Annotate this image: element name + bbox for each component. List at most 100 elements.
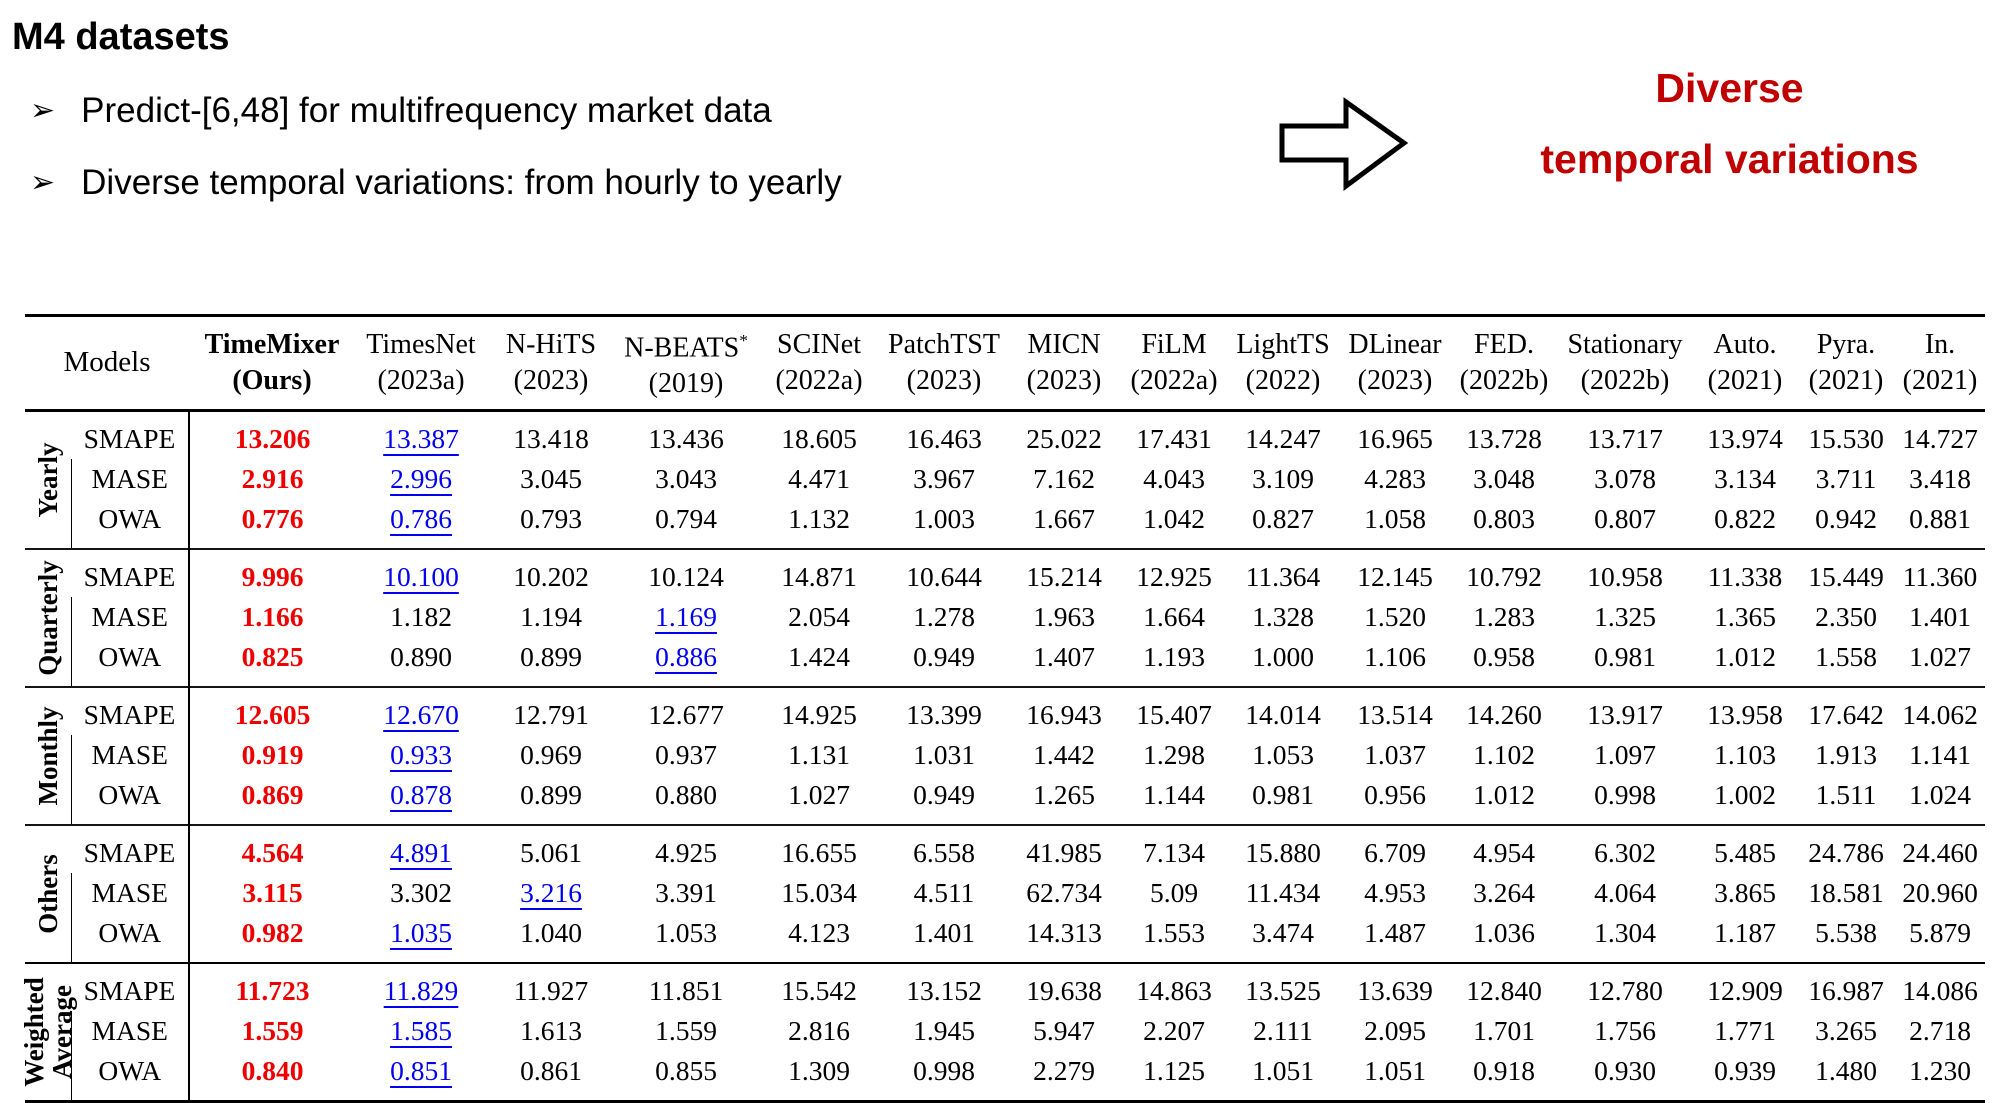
- value-cell: 1.097: [1594, 739, 1656, 771]
- model-column-header: MICN (2023): [1007, 315, 1121, 413]
- model-year: (2023): [513, 364, 589, 396]
- value-cell: 14.062: [1895, 686, 1985, 736]
- value-cell: 1.040: [520, 917, 582, 949]
- group-label: Weighted Average: [18, 977, 77, 1088]
- value-cell: 0.949: [913, 779, 975, 811]
- value-cell: 11.851: [615, 962, 757, 1012]
- model-column-header: Stationary (2022b): [1557, 315, 1693, 413]
- value-cell: 1.102: [1473, 739, 1535, 771]
- value-cell: 5.538: [1815, 917, 1877, 949]
- value-cell: 16.655: [757, 824, 881, 874]
- value-cell: 2.111: [1253, 1015, 1313, 1047]
- value-cell: 3.043: [655, 463, 717, 495]
- value-cell: 3.391: [655, 877, 717, 909]
- model-column-header: FED. (2022b): [1451, 315, 1557, 413]
- value-cell: 3.967: [913, 463, 975, 495]
- model-name: Pyra.: [1816, 328, 1876, 360]
- value-cell: 0.899: [520, 779, 582, 811]
- value-cell: 1.520: [1364, 601, 1426, 633]
- model-column-header: DLinear (2023): [1339, 315, 1451, 413]
- value-cell: 1.058: [1364, 503, 1426, 535]
- model-year: (2021): [1902, 364, 1978, 396]
- value-cell: 0.803: [1473, 503, 1535, 535]
- model-year: (2022): [1245, 364, 1321, 396]
- metric-label: OWA: [70, 775, 190, 826]
- value-cell: 1.169: [655, 601, 717, 633]
- model-column-header: PatchTST (2023): [881, 315, 1007, 413]
- value-cell: 12.909: [1693, 962, 1797, 1012]
- value-cell: 4.564: [189, 824, 355, 874]
- value-cell: 1.424: [788, 641, 850, 673]
- value-cell: 0.881: [1909, 503, 1971, 535]
- value-cell: 0.919: [241, 739, 304, 771]
- value-cell: 12.791: [487, 686, 615, 736]
- value-cell: 6.558: [881, 824, 1007, 874]
- value-cell: 1.407: [1033, 641, 1095, 673]
- group-label-cell: Monthly: [25, 686, 71, 826]
- value-cell: 4.925: [615, 824, 757, 874]
- value-cell: 4.511: [913, 877, 975, 909]
- model-year: (2023): [1357, 364, 1433, 396]
- value-cell: 1.945: [913, 1015, 975, 1047]
- bullet-text: Predict-[6,48] for multifrequency market…: [81, 91, 772, 130]
- model-name: Auto.: [1713, 328, 1777, 360]
- value-cell: 1.187: [1714, 917, 1776, 949]
- value-cell: 15.449: [1797, 548, 1895, 598]
- callout-text: Diverse temporal variations: [1457, 68, 2002, 180]
- value-cell: 12.605: [189, 686, 355, 736]
- value-cell: 2.054: [788, 601, 850, 633]
- value-cell: 3.302: [390, 877, 452, 909]
- value-cell: 2.279: [1033, 1055, 1095, 1087]
- model-name: MICN: [1027, 328, 1101, 360]
- value-cell: 11.723: [189, 962, 355, 1012]
- value-cell: 0.794: [655, 503, 717, 535]
- value-cell: 4.471: [788, 463, 850, 495]
- value-cell: 17.642: [1797, 686, 1895, 736]
- value-cell: 0.949: [913, 641, 975, 673]
- group-label-cell: Others: [25, 824, 71, 964]
- value-cell: 1.042: [1143, 503, 1205, 535]
- value-cell: 11.338: [1693, 548, 1797, 598]
- models-header-label: Models: [25, 315, 189, 413]
- model-name: TimeMixer: [204, 328, 340, 360]
- metric-label: MASE: [70, 873, 190, 914]
- value-cell: 1.613: [520, 1015, 582, 1047]
- value-cell: 1.559: [655, 1015, 717, 1047]
- value-cell: 13.514: [1339, 686, 1451, 736]
- model-name: SCINet: [777, 328, 861, 360]
- value-cell: 0.998: [1594, 779, 1656, 811]
- value-cell: 0.822: [1714, 503, 1776, 535]
- results-table: Models TimeMixer (Ours) TimesNet (2023a) N-Hi…: [19, 314, 1985, 1103]
- value-cell: 5.09: [1149, 877, 1199, 909]
- model-year: (Ours): [232, 364, 312, 396]
- value-cell: 5.061: [487, 824, 615, 874]
- value-cell: 1.053: [655, 917, 717, 949]
- value-cell: 10.124: [615, 548, 757, 598]
- value-cell: 1.309: [788, 1055, 850, 1087]
- value-cell: 4.043: [1143, 463, 1205, 495]
- value-cell: 1.031: [913, 739, 975, 771]
- value-cell: 12.925: [1121, 548, 1227, 598]
- value-cell: 15.034: [781, 877, 857, 909]
- value-cell: 13.418: [513, 423, 589, 455]
- model-year: (2023): [906, 364, 982, 396]
- value-cell: 0.880: [655, 779, 717, 811]
- bullet-text: Diverse temporal variations: from hourly…: [81, 163, 842, 202]
- slide-header: M4 datasets ➢ Predict-[6,48] for multifr…: [0, 16, 2010, 308]
- value-cell: 1.298: [1143, 739, 1205, 771]
- value-cell: 2.350: [1815, 601, 1877, 633]
- value-cell: 13.206: [234, 423, 311, 455]
- value-cell: 2.816: [788, 1015, 850, 1047]
- value-cell: 10.792: [1451, 548, 1557, 598]
- value-cell: 7.134: [1121, 824, 1227, 874]
- value-cell: 11.927: [487, 962, 615, 1012]
- callout-line2: temporal variations: [1540, 136, 1919, 182]
- model-column-header: SCINet (2022a): [757, 315, 881, 413]
- value-cell: 0.998: [913, 1055, 975, 1087]
- model-name: DLinear: [1348, 328, 1442, 360]
- bullet-arrow-icon: ➢: [30, 94, 56, 127]
- value-cell: 24.460: [1895, 824, 1985, 874]
- metric-label: OWA: [70, 913, 190, 964]
- value-cell: 3.134: [1714, 463, 1776, 495]
- value-cell: 14.247: [1245, 423, 1321, 455]
